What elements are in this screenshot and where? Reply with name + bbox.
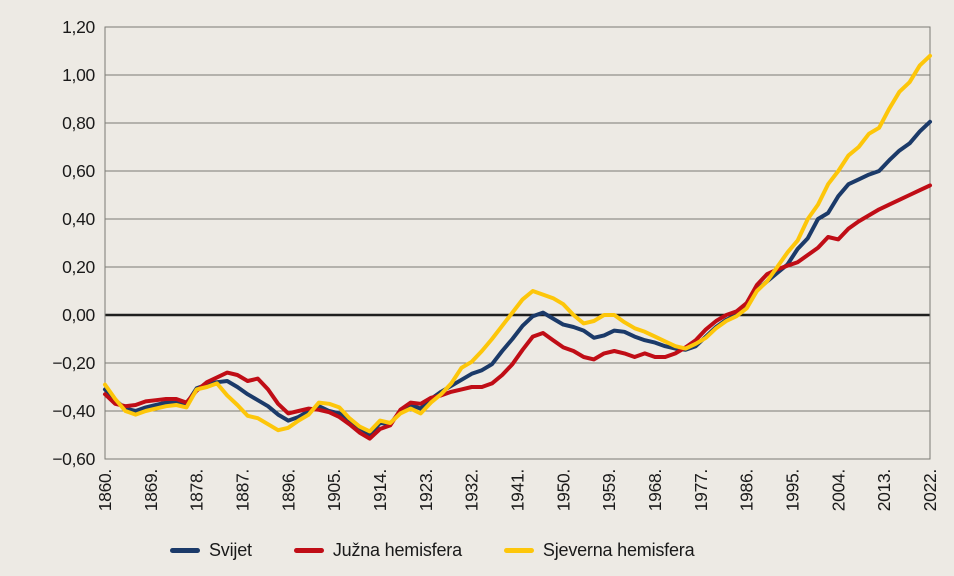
x-tick-label: 1923. xyxy=(416,469,436,511)
series-line-1 xyxy=(103,183,932,441)
y-tick-label: 0,00 xyxy=(62,305,95,325)
x-tick-label: 2013. xyxy=(874,469,894,511)
x-tick-label: 2022. xyxy=(920,469,940,511)
legend-item-sjeverna-hemisfera: Sjeverna hemisfera xyxy=(503,540,695,561)
x-tick-label: 1869. xyxy=(141,469,161,511)
x-tick-label: 1905. xyxy=(324,469,344,511)
y-tick-label: 1,20 xyxy=(62,17,95,37)
chart-legend: Svijet Južna hemisfera Sjeverna hemisfer… xyxy=(170,540,695,561)
legend-label-svijet: Svijet xyxy=(209,540,252,560)
x-tick-label: 1860. xyxy=(95,469,115,511)
x-tick-label: 2004. xyxy=(828,469,848,511)
x-tick-label: 1959. xyxy=(599,469,619,511)
y-tick-label: −0,20 xyxy=(52,353,95,373)
series-line-0 xyxy=(103,119,932,437)
x-tick-label: 1950. xyxy=(553,469,573,511)
y-tick-label: 0,40 xyxy=(62,209,95,229)
y-tick-label: −0,60 xyxy=(52,449,95,469)
y-tick-label: 1,00 xyxy=(62,65,95,85)
y-tick-label: −0,40 xyxy=(52,401,95,421)
x-tick-label: 1941. xyxy=(508,469,528,511)
plot-frame xyxy=(104,26,931,460)
y-tick-label: 0,60 xyxy=(62,161,95,181)
legend-label-sjeverna-hemisfera: Sjeverna hemisfera xyxy=(542,540,695,560)
x-tick-label: 1977. xyxy=(691,469,711,511)
x-tick-label: 1986. xyxy=(737,469,757,511)
x-tick-label: 1878. xyxy=(187,469,207,511)
series-line-2 xyxy=(103,53,932,434)
x-tick-label: 1968. xyxy=(645,469,665,511)
x-tick-label: 1896. xyxy=(278,469,298,511)
x-tick-label: 1914. xyxy=(370,469,390,511)
legend-item-svijet: Svijet xyxy=(170,540,252,561)
legend-item-juzna-hemisfera: Južna hemisfera xyxy=(293,540,462,561)
x-tick-label: 1932. xyxy=(462,469,482,511)
legend-swatch-svijet xyxy=(170,547,200,554)
legend-swatch-juzna-hemisfera xyxy=(293,547,324,554)
x-tick-label: 1887. xyxy=(233,469,253,511)
legend-swatch-sjeverna-hemisfera xyxy=(503,547,534,554)
y-tick-label: 0,20 xyxy=(62,257,95,277)
x-tick-label: 1995. xyxy=(783,469,803,511)
y-tick-label: 0,80 xyxy=(62,113,95,133)
legend-label-juzna-hemisfera: Južna hemisfera xyxy=(332,540,462,560)
